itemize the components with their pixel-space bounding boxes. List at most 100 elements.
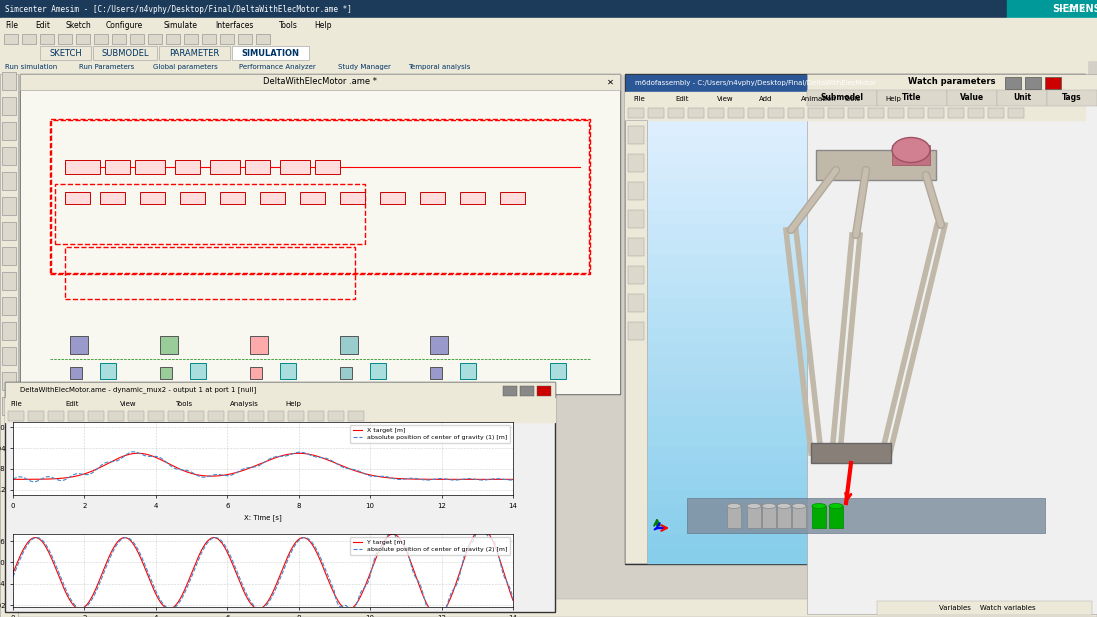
absolute position of center of gravity (1) [m]: [406, 474, 419, 482]
Bar: [550, 363, 566, 379]
Bar: [947, 90, 997, 106]
Text: Global parameters: Global parameters: [152, 64, 217, 70]
Line: absolute position of center of gravity (1) [m]: absolute position of center of gravity (…: [13, 452, 513, 482]
Bar: [968, 108, 984, 118]
Text: View: View: [717, 96, 734, 102]
Bar: [430, 367, 442, 379]
Bar: [627, 210, 644, 228]
Bar: [647, 355, 1085, 371]
Bar: [248, 411, 264, 421]
Y target [m]: [350, 600, 363, 607]
Text: Performance Analyzer: Performance Analyzer: [239, 64, 316, 70]
Bar: [877, 601, 1092, 615]
Text: Add: Add: [759, 96, 772, 102]
Ellipse shape: [762, 503, 776, 508]
Bar: [504, 386, 517, 396]
Bar: [70, 336, 88, 354]
Bar: [627, 108, 644, 118]
Bar: [647, 518, 1085, 534]
Bar: [65, 160, 100, 174]
Bar: [647, 237, 1085, 253]
Bar: [792, 506, 806, 528]
Line: absolute position of center of gravity (2) [m]: absolute position of center of gravity (…: [13, 525, 513, 616]
Y target [m]: [208, 534, 222, 541]
Bar: [166, 34, 180, 44]
Bar: [647, 252, 1085, 268]
X target [m]: [406, 475, 419, 482]
Ellipse shape: [812, 503, 826, 508]
Bar: [647, 532, 1085, 549]
Bar: [70, 403, 82, 415]
Bar: [627, 154, 644, 172]
Bar: [1005, 77, 1021, 89]
Bar: [687, 498, 1045, 533]
Bar: [868, 108, 884, 118]
Bar: [430, 403, 442, 415]
X target [m]: [227, 470, 240, 477]
Bar: [647, 193, 1085, 209]
Bar: [627, 294, 644, 312]
Bar: [2, 172, 16, 190]
Bar: [988, 108, 1004, 118]
Text: — □ ✕: — □ ✕: [1058, 4, 1086, 14]
Bar: [828, 108, 844, 118]
Bar: [180, 192, 205, 204]
Bar: [500, 192, 525, 204]
Bar: [168, 411, 184, 421]
Bar: [202, 34, 216, 44]
Bar: [807, 74, 1097, 614]
absolute position of center of gravity (2) [m]: [396, 539, 409, 546]
Bar: [148, 34, 162, 44]
Bar: [430, 336, 448, 354]
Bar: [627, 322, 644, 340]
absolute position of center of gravity (1) [m]: [27, 478, 41, 486]
Bar: [238, 34, 252, 44]
Bar: [105, 160, 131, 174]
Bar: [887, 108, 904, 118]
Bar: [2, 147, 16, 165]
Bar: [280, 160, 310, 174]
Line: X target [m]: X target [m]: [13, 453, 513, 479]
Bar: [788, 108, 804, 118]
Ellipse shape: [792, 503, 806, 508]
Bar: [647, 326, 1085, 341]
Bar: [816, 150, 936, 180]
Y target [m]: [227, 562, 240, 569]
Bar: [1025, 77, 1041, 89]
Bar: [340, 192, 365, 204]
Legend: X target [m], absolute position of center of gravity (1) [m]: X target [m], absolute position of cente…: [350, 425, 510, 443]
absolute position of center of gravity (2) [m]: [405, 565, 418, 572]
absolute position of center of gravity (1) [m]: [210, 471, 223, 478]
Bar: [647, 458, 1085, 474]
Bar: [2, 72, 16, 90]
Bar: [647, 267, 1085, 283]
Bar: [808, 108, 824, 118]
Bar: [5, 382, 555, 398]
Bar: [647, 149, 1085, 164]
X target [m]: [7, 476, 20, 483]
Y target [m]: [431, 611, 444, 617]
absolute position of center of gravity (2) [m]: [434, 612, 448, 617]
Bar: [647, 178, 1085, 194]
Ellipse shape: [747, 503, 761, 508]
absolute position of center of gravity (2) [m]: [227, 558, 240, 566]
Bar: [2, 97, 16, 115]
Bar: [647, 444, 1085, 460]
Bar: [20, 74, 620, 394]
Bar: [430, 385, 442, 397]
Bar: [625, 92, 1085, 106]
Bar: [160, 385, 172, 397]
Bar: [647, 473, 1085, 489]
Text: Value: Value: [960, 94, 984, 102]
Bar: [299, 192, 325, 204]
Text: ✕: ✕: [607, 78, 613, 86]
Bar: [100, 192, 125, 204]
Bar: [112, 34, 126, 44]
Bar: [39, 34, 54, 44]
Bar: [647, 207, 1085, 223]
Bar: [625, 74, 1085, 92]
Bar: [647, 281, 1085, 297]
Bar: [160, 336, 178, 354]
Text: Tools: Tools: [842, 96, 860, 102]
Bar: [1007, 0, 1097, 18]
